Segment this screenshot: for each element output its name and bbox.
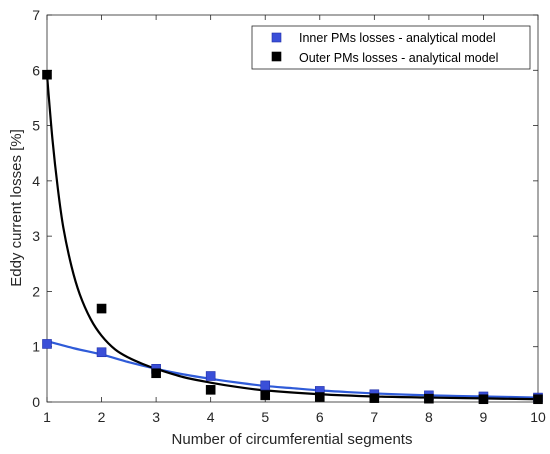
y-tick-label-0: 0: [32, 394, 40, 410]
legend-swatch-inner: [271, 32, 282, 43]
x-tick-label-3: 4: [207, 409, 215, 425]
x-tick-label-2: 3: [152, 409, 160, 425]
marker-inner-1: [42, 339, 52, 349]
legend-swatch-outer: [271, 51, 282, 62]
legend: Inner PMs losses - analytical model Oute…: [251, 25, 531, 70]
marker-outer-6: [314, 392, 325, 402]
y-tick-label-1: 1: [32, 339, 40, 355]
marker-outer-2: [96, 303, 107, 314]
x-tick-label-7: 8: [425, 409, 433, 425]
x-tick-label-1: 2: [98, 409, 106, 425]
x-tick-label-0: 1: [43, 409, 51, 425]
x-axis-label: Number of circumferential segments: [172, 431, 413, 448]
series-markers: [42, 69, 543, 405]
y-tick-label-6: 6: [32, 62, 40, 78]
x-tick-label-8: 9: [480, 409, 488, 425]
marker-outer-4: [205, 385, 216, 395]
x-tick-label-9: 10: [530, 409, 546, 425]
x-tick-label-5: 6: [316, 409, 324, 425]
x-tick-label-6: 7: [370, 409, 378, 425]
marker-outer-5: [260, 390, 271, 401]
y-tick-label-5: 5: [32, 118, 40, 134]
series-curves: [45, 74, 539, 401]
y-tick-label-3: 3: [32, 228, 40, 244]
y-tick-label-7: 7: [32, 7, 40, 23]
y-axis-label: Eddy current losses [%]: [8, 129, 25, 287]
legend-box: [251, 25, 531, 70]
marker-inner-2: [96, 347, 107, 358]
marker-outer-1: [42, 69, 52, 80]
marker-outer-3: [151, 368, 161, 379]
x-tick-label-4: 5: [261, 409, 269, 425]
marker-outer-10: [533, 394, 543, 405]
marker-outer-7: [369, 393, 380, 403]
curve-outer: [45, 74, 539, 401]
y-tick-label-4: 4: [32, 173, 40, 189]
marker-outer-9: [478, 394, 489, 405]
marker-outer-8: [424, 393, 434, 404]
y-tick-label-2: 2: [32, 283, 40, 299]
marker-inner-5: [260, 380, 271, 391]
legend-label-outer: Outer PMs losses - analytical model: [299, 51, 498, 65]
curve-inner: [46, 340, 539, 399]
legend-label-inner: Inner PMs losses - analytical model: [299, 31, 496, 45]
plot-area: [46, 14, 539, 403]
marker-inner-4: [205, 371, 216, 381]
